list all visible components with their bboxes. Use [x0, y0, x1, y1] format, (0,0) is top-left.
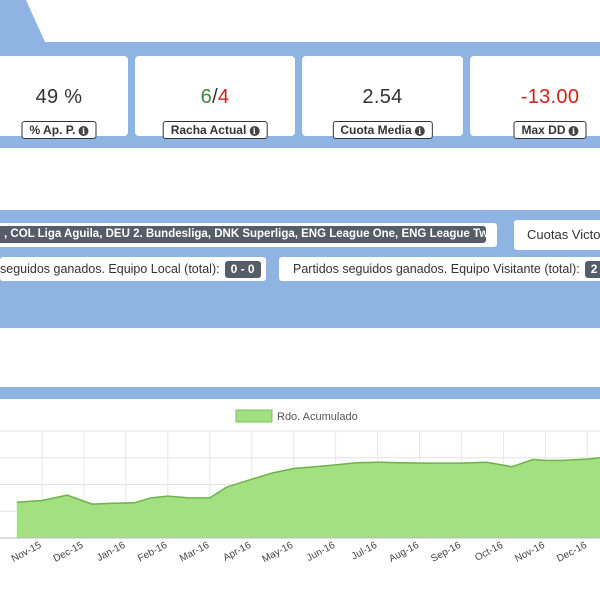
cumulative-result-chart: Nov-15 Dec-15 Jan-16 Feb-16 Mar-16 Apr-16 May-…	[0, 409, 600, 566]
cuotas-filter[interactable]: Cuotas Victo	[514, 220, 600, 250]
x-tick-label: Nov-16	[513, 540, 547, 565]
stat-value-pct: 49 %	[35, 86, 83, 108]
stat-value-maxdd: -13.00	[520, 86, 580, 108]
away-streak-value[interactable]: 2	[584, 261, 600, 278]
legend-label: Rdo. Acumulado	[277, 411, 358, 423]
stat-label-odds[interactable]: Cuota Media i	[332, 121, 433, 139]
x-tick-label: Jan-16	[95, 540, 128, 564]
x-tick-label: Dec-16	[555, 540, 589, 565]
x-tick-label: Feb-16	[136, 540, 170, 565]
leagues-selected-tag[interactable]: , COL Liga Aguila, DEU 2. Bundesliga, DN…	[0, 226, 486, 243]
home-streak-label: seguidos ganados. Equipo Local (total):	[0, 262, 220, 276]
stat-card-pct: 49 % % Ap. P. i	[0, 56, 128, 139]
stat-card-streak: 6/4 Racha Actual i	[135, 56, 295, 139]
stat-label-pct-text: % Ap. P.	[29, 123, 76, 137]
away-streak-label: Partidos seguidos ganados. Equipo Visita…	[293, 262, 580, 276]
stat-value-odds: 2.54	[362, 86, 403, 108]
x-tick-label: Apr-16	[221, 540, 253, 564]
streak-lost-value: 4	[217, 86, 230, 108]
stats-band: 49 % % Ap. P. i 6/4 Racha Actual i 2.54 Cu…	[0, 42, 600, 148]
stat-value-streak: 6/4	[135, 86, 295, 109]
stat-label-streak-text: Racha Actual	[170, 123, 247, 137]
area-series-line	[16, 457, 600, 505]
x-tick-label: Jun-16	[305, 540, 338, 564]
filter-band: , COL Liga Aguila, DEU 2. Bundesliga, DN…	[0, 210, 600, 328]
stat-label-pct[interactable]: % Ap. P. i	[21, 121, 97, 139]
x-tick-label: Mar-16	[178, 540, 212, 565]
stat-label-maxdd[interactable]: Max DD i	[513, 121, 587, 139]
x-tick-label: Oct-16	[473, 540, 505, 564]
x-tick-label: Aug-16	[387, 540, 421, 565]
info-icon[interactable]: i	[568, 126, 579, 136]
streak-separator: /	[212, 86, 218, 108]
stat-label-maxdd-text: Max DD	[521, 123, 566, 137]
x-tick-label: Jul-16	[350, 540, 380, 563]
info-icon[interactable]: i	[249, 126, 260, 136]
chart-panel-header	[0, 387, 600, 399]
area-series-fill	[16, 457, 600, 538]
leagues-filter[interactable]: , COL Liga Aguila, DEU 2. Bundesliga, DN…	[0, 223, 497, 247]
panel-tab-corner	[0, 0, 45, 42]
away-streak-filter[interactable]: Partidos seguidos ganados. Equipo Visita…	[279, 257, 600, 281]
home-streak-value[interactable]: 0 - 0	[224, 261, 261, 278]
stat-card-maxdd: -13.00 Max DD i	[470, 56, 600, 139]
stat-card-odds: 2.54 Cuota Media i	[302, 56, 463, 139]
streak-won-value: 6	[200, 86, 213, 108]
x-tick-label: Nov-15	[10, 540, 44, 565]
stat-label-odds-text: Cuota Media	[340, 123, 412, 137]
x-tick-label: Dec-15	[52, 540, 86, 565]
x-tick-label: Sep-16	[429, 540, 463, 565]
info-icon[interactable]: i	[78, 126, 89, 136]
info-icon[interactable]: i	[414, 126, 425, 136]
legend-swatch	[235, 409, 273, 423]
home-streak-filter[interactable]: seguidos ganados. Equipo Local (total): 0…	[0, 257, 266, 281]
chart-panel: Nov-15 Dec-15 Jan-16 Feb-16 Mar-16 Apr-16 May-…	[0, 399, 600, 600]
x-tick-label: May-16	[260, 540, 295, 566]
stat-label-streak[interactable]: Racha Actual i	[162, 121, 268, 139]
